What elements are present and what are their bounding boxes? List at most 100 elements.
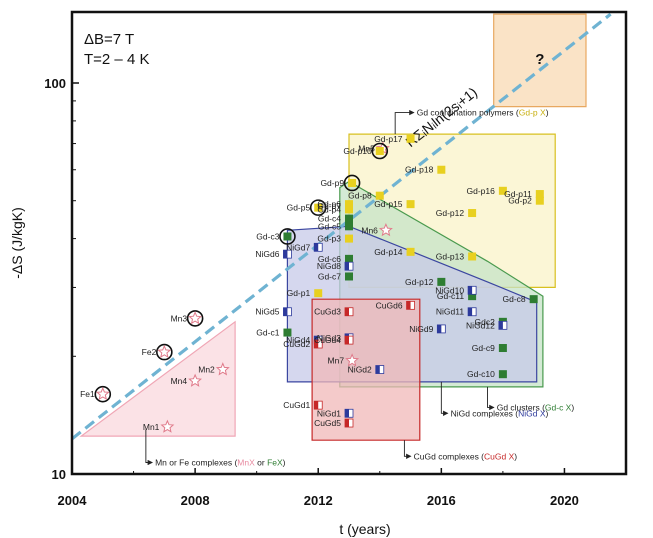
annotation-arrow <box>487 386 495 411</box>
point-label-CuGd2: CuGd2 <box>283 339 310 349</box>
point-square-Gd-p1 <box>314 289 323 298</box>
point-star-Fe2 <box>157 344 172 359</box>
annotation-part: ) <box>546 108 549 118</box>
annotation-label: Gd coordination polymers (Gd-p X) <box>417 108 549 118</box>
annotation-part: or <box>255 458 267 468</box>
point-label-Gd-p1: Gd-p1 <box>287 288 311 298</box>
annotation-part: ) <box>546 408 549 418</box>
point-label-Gd-p12: Gd-p12 <box>436 208 465 218</box>
point-square-Gd-p17 <box>406 134 415 143</box>
point-square-Gd-c8 <box>529 295 538 304</box>
point-square-Gd-c7 <box>345 272 353 281</box>
annotation-part: NiGd X <box>518 408 546 418</box>
point-square-Gd-c9 <box>498 344 507 353</box>
point-square-Gd-p11 <box>535 190 544 199</box>
point-label-Gd-c1: Gd-c1 <box>256 328 279 338</box>
point-label-Gd-p15: Gd-p15 <box>374 199 403 209</box>
point-square-Gd-p13 <box>468 252 477 261</box>
point-label-Gd-p11: Gd-p11 <box>504 189 532 199</box>
annotation-part: ) <box>571 402 574 412</box>
point-label-Gd-c9: Gd-c9 <box>472 343 495 353</box>
point-square-Gd-c11 <box>468 292 477 301</box>
point-half-fill-CuGd6 <box>406 301 411 310</box>
point-label-Gd-c6: Gd-c6 <box>318 254 341 264</box>
point-label-NiGd10: NiGd10 <box>435 285 464 295</box>
point-star-Mn2 <box>215 362 230 376</box>
point-square-Gd-p3 <box>345 234 353 243</box>
point-half-fill-CuGd2 <box>314 340 319 349</box>
point-label-Gd-p2: Gd-p2 <box>508 196 532 206</box>
y-tick-label: 100 <box>44 76 66 91</box>
point-square-Gd-p12 <box>468 209 477 218</box>
annotation-part: NiGd complexes ( <box>451 408 519 418</box>
point-label-CuGd3: CuGd3 <box>314 307 341 317</box>
point-label-CuGd6: CuGd6 <box>376 300 403 310</box>
point-square-Gd-p2 <box>535 196 544 205</box>
point-label-NiGd7: NiGd7 <box>286 242 310 252</box>
x-axis-title: t (years) <box>339 521 390 537</box>
point-label-Gd-p18: Gd-p18 <box>405 165 434 175</box>
point-half-fill-CuGd4 <box>345 336 349 345</box>
point-square-Gd-p15 <box>406 200 415 209</box>
point-label-NiGd5: NiGd5 <box>255 307 279 317</box>
point-label-Gd-c4: Gd-c4 <box>318 214 341 224</box>
highlight-circle <box>309 199 327 216</box>
x-tick-label: 2016 <box>427 493 456 508</box>
point-label-Gd-p13: Gd-p13 <box>436 251 465 261</box>
point-label-Gd-c7: Gd-c7 <box>318 271 341 281</box>
point-label-NiGd12: NiGd12 <box>466 320 495 330</box>
point-label-Gd-c11: Gd-c11 <box>437 291 465 301</box>
point-label-CuGd5: CuGd5 <box>314 418 341 428</box>
axis-ticks: 2004 2008 2012 2016 2020 10 100 <box>44 76 627 508</box>
annotation-part: Gd-c X <box>545 402 572 412</box>
data-points <box>94 134 544 433</box>
y-axis-title: -ΔS (J/kgK) <box>9 207 25 279</box>
highlight-circle <box>279 228 296 245</box>
annotation-part: Gd coordination polymers ( <box>417 108 519 118</box>
point-label-Gd-p16: Gd-p16 <box>467 186 496 196</box>
point-label-Mn2: Mn2 <box>198 365 215 375</box>
point-label-Gd-p3: Gd-p3 <box>317 234 341 244</box>
point-label-Gd-c5: Gd-c5 <box>318 221 341 231</box>
annotation-part: ) <box>514 451 517 461</box>
point-square-Gd-p8 <box>375 191 384 200</box>
highlight-circle <box>371 142 389 160</box>
point-label-NiGd2: NiGd2 <box>348 365 372 375</box>
point-label-Gd-p10: Gd-p10 <box>343 146 372 156</box>
x-tick-label: 2004 <box>58 493 88 508</box>
annotation-arrow <box>440 381 449 416</box>
annotation-part: FeX <box>267 458 283 468</box>
point-label-NiGd6: NiGd6 <box>255 249 279 259</box>
point-half-fill-NiGd1 <box>345 409 349 418</box>
point-label-Fe2: Fe2 <box>142 347 157 357</box>
point-star-Mn4 <box>188 373 203 387</box>
annotations: Mn or Fe complexes (MnX or FeX)Gd coordi… <box>145 108 574 468</box>
region-future <box>493 13 587 108</box>
point-label-Gd-p5: Gd-p5 <box>287 203 311 213</box>
x-tick-label: 2020 <box>550 493 579 508</box>
annotation-part: Mn or Fe complexes ( <box>155 458 237 468</box>
annotation-arrow <box>145 429 153 466</box>
point-half-fill-CuGd1 <box>314 401 319 410</box>
annotation-label: NiGd complexes (NiGd X) <box>451 408 549 418</box>
point-label-Mn3: Mn3 <box>171 313 188 323</box>
annotation-part: ) <box>283 458 286 468</box>
point-label-Gd-c10: Gd-c10 <box>467 369 495 379</box>
point-half-fill-CuGd5 <box>345 419 349 428</box>
region-cugd <box>311 298 421 441</box>
point-square-Gd-c5 <box>345 222 353 231</box>
point-label-CuGd4: CuGd4 <box>314 335 341 345</box>
point-label-Gd-p7: Gd-p7 <box>317 201 341 211</box>
point-label-NiGd3: NiGd3 <box>317 333 341 343</box>
point-square-Gd-c1 <box>283 328 292 337</box>
point-label-CuGd1: CuGd1 <box>283 400 310 410</box>
point-label-NiGd8: NiGd8 <box>317 261 341 271</box>
point-square-Gd-p18 <box>437 165 446 174</box>
point-labels: Mn1 Mn2 Mn3 Mn4 Mn5 Mn6 Mn7 Fe1 Fe2 Gd-c1 Gd-c3 Gd-… <box>80 134 532 432</box>
annotation-part: MnX <box>237 458 255 468</box>
point-label-Gd-p6: Gd-p6 <box>317 199 341 209</box>
point-half-fill-NiGd5 <box>283 307 288 316</box>
point-half-fill-NiGd9 <box>437 324 442 333</box>
question-mark: ? <box>535 51 544 68</box>
point-square-Gd-c10 <box>498 370 507 379</box>
